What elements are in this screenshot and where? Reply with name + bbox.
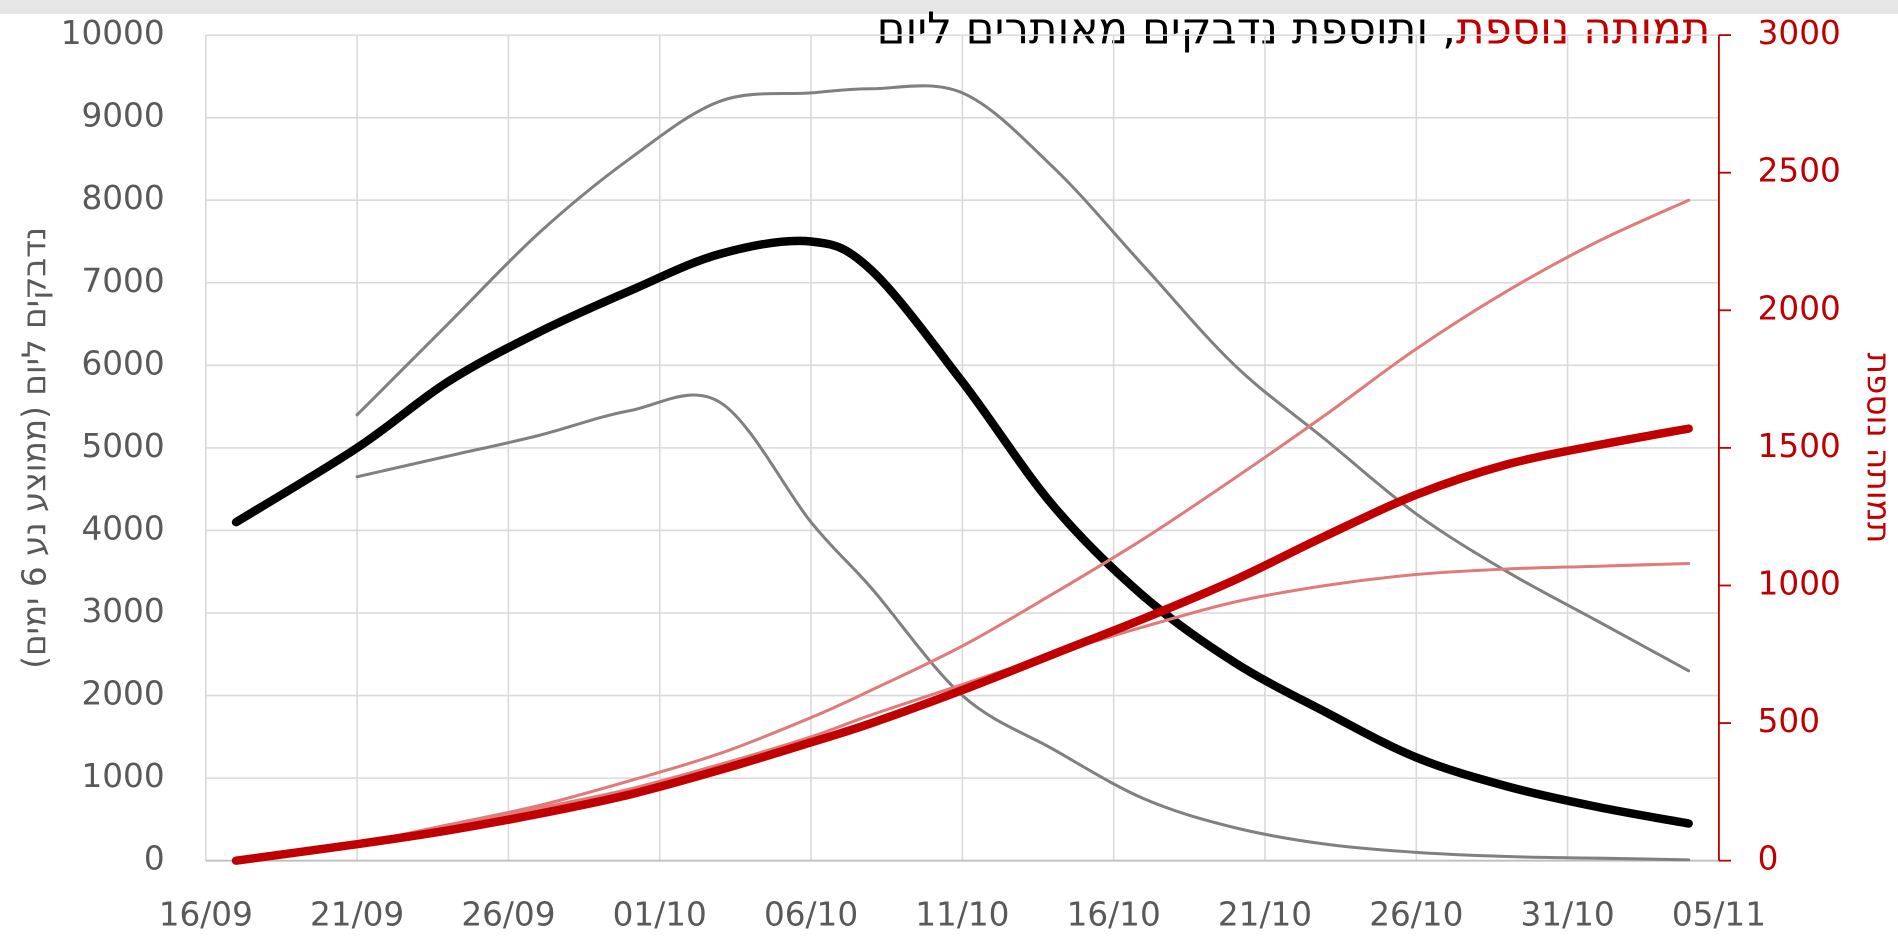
series-line xyxy=(355,84,1691,673)
x-tick-label: 21/09 xyxy=(310,895,404,933)
y-axis-label: נדבקים ליום (ממוצע נע 6 ימים) xyxy=(15,227,53,669)
y-tick-label: 1000 xyxy=(81,757,164,795)
y-tick-label: 4000 xyxy=(81,509,164,547)
x-tick-label: 11/10 xyxy=(915,895,1009,933)
y-tick-label: 8000 xyxy=(81,179,164,217)
x-tick-label: 16/09 xyxy=(159,895,253,933)
x-tick-label: 26/10 xyxy=(1369,895,1463,933)
top-bar xyxy=(0,0,1898,14)
x-tick-label: 31/10 xyxy=(1521,895,1615,933)
series-line xyxy=(231,424,1693,865)
y-tick-label: 7000 xyxy=(81,262,164,300)
y-tick-label: 5000 xyxy=(81,427,164,465)
y2-axis-label: תמותה נוספת xyxy=(1859,352,1897,543)
x-tick-label: 16/10 xyxy=(1067,895,1161,933)
x-tick-label: 05/11 xyxy=(1672,895,1766,933)
y2-tick-label: 3000 xyxy=(1758,14,1841,52)
series-line xyxy=(355,198,1691,846)
chart-title: תמותה נוספת, ותוספת נדבקים מאותרים ליום xyxy=(877,4,1711,54)
y-tick-label: 10000 xyxy=(61,14,165,52)
y2-tick-label: 1000 xyxy=(1758,564,1841,602)
y2-tick-label: 2000 xyxy=(1758,289,1841,327)
x-tick-label: 21/10 xyxy=(1218,895,1312,933)
y-tick-label: 3000 xyxy=(81,592,164,630)
x-tick-label: 06/10 xyxy=(764,895,858,933)
y2-tick-label: 0 xyxy=(1758,840,1779,878)
y-tick-label: 2000 xyxy=(81,675,164,713)
y-tick-label: 6000 xyxy=(81,344,164,382)
y2-tick-label: 2500 xyxy=(1758,152,1841,190)
x-tick-label: 01/10 xyxy=(613,895,707,933)
plot: תמותה נוספת, ותוספת נדבקים מאותרים ליום … xyxy=(15,4,1897,933)
series-line xyxy=(231,236,1693,828)
y2-tick-label: 500 xyxy=(1758,702,1820,740)
series-line xyxy=(355,393,1691,862)
x-tick-label: 26/09 xyxy=(461,895,555,933)
title-part: , ותוספת נדבקים מאותרים ליום xyxy=(877,4,1456,54)
y2-tick-label: 1500 xyxy=(1758,427,1841,465)
grid xyxy=(204,34,1720,862)
title-part: תמותה נוספת xyxy=(1456,4,1710,54)
y-tick-label: 0 xyxy=(144,840,165,878)
y-tick-label: 9000 xyxy=(81,97,164,135)
